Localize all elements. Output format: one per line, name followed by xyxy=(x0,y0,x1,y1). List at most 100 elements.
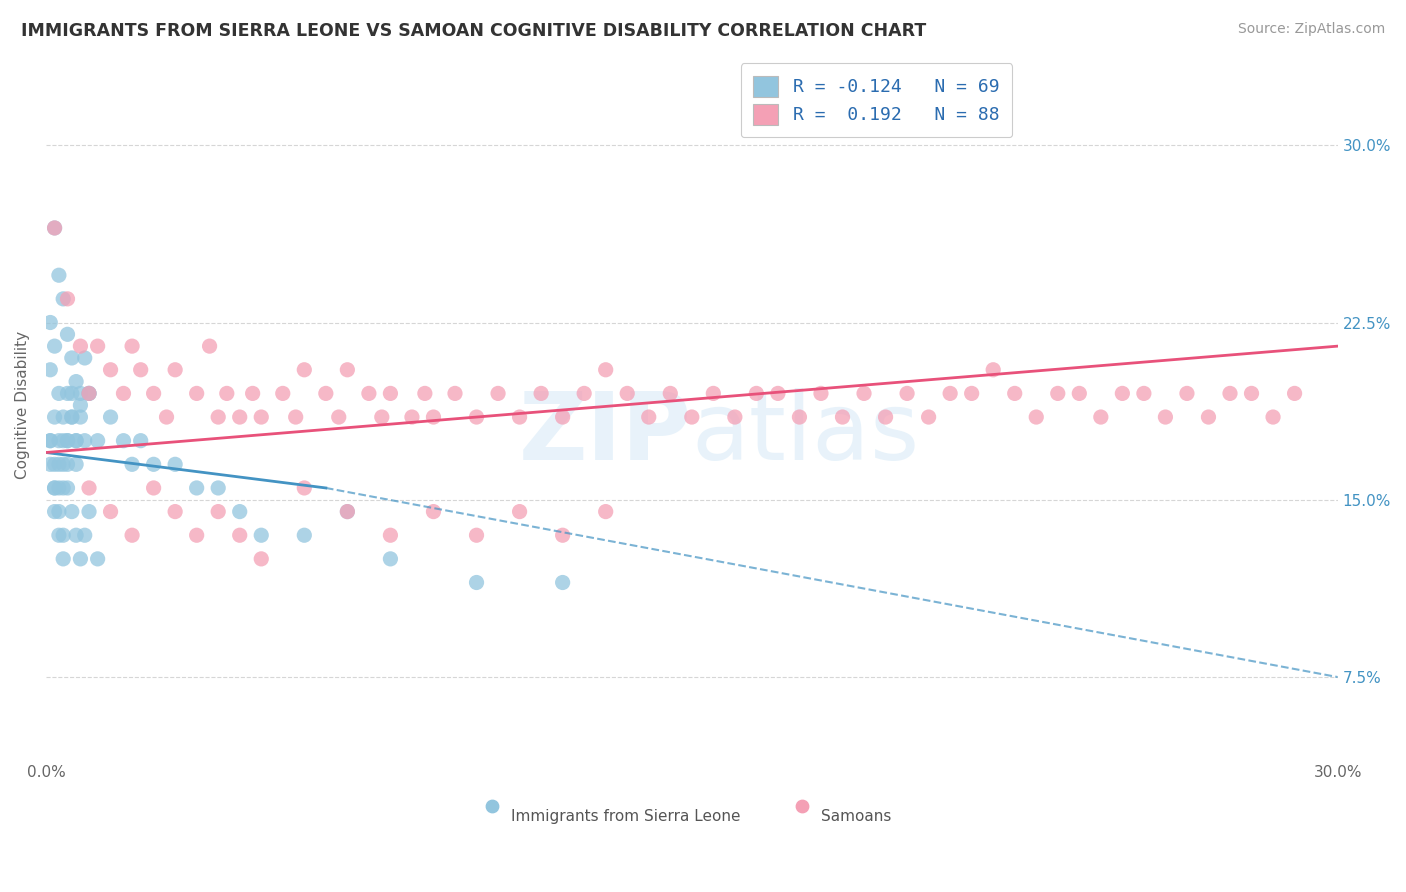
Point xyxy=(422,410,444,425)
Point xyxy=(207,481,229,495)
Point xyxy=(73,434,96,448)
Point xyxy=(551,575,574,590)
Point xyxy=(465,410,488,425)
Point xyxy=(44,481,66,495)
Point xyxy=(357,386,380,401)
Point xyxy=(336,505,359,519)
Point xyxy=(39,363,62,377)
Point xyxy=(1004,386,1026,401)
Point xyxy=(73,528,96,542)
Point xyxy=(56,458,79,472)
Point xyxy=(1240,386,1263,401)
Point xyxy=(142,386,165,401)
Point xyxy=(52,528,75,542)
Point xyxy=(77,505,100,519)
Point xyxy=(939,386,962,401)
Text: IMMIGRANTS FROM SIERRA LEONE VS SAMOAN COGNITIVE DISABILITY CORRELATION CHART: IMMIGRANTS FROM SIERRA LEONE VS SAMOAN C… xyxy=(21,22,927,40)
Point xyxy=(100,410,122,425)
Point xyxy=(48,386,70,401)
Point xyxy=(56,292,79,306)
Point xyxy=(60,351,83,365)
Point xyxy=(250,552,273,566)
Point xyxy=(228,528,250,542)
Point xyxy=(44,410,66,425)
Point xyxy=(69,552,91,566)
Point xyxy=(56,434,79,448)
Point xyxy=(465,575,488,590)
Point xyxy=(292,528,315,542)
Point xyxy=(52,458,75,472)
Point xyxy=(77,386,100,401)
Point xyxy=(44,221,66,235)
Point xyxy=(165,458,187,472)
Point xyxy=(207,505,229,519)
Point xyxy=(186,481,208,495)
Point xyxy=(65,434,87,448)
Point xyxy=(875,410,897,425)
Point xyxy=(292,481,315,495)
Point xyxy=(413,386,436,401)
Point xyxy=(56,327,79,342)
Text: Source: ZipAtlas.com: Source: ZipAtlas.com xyxy=(1237,22,1385,37)
Point xyxy=(336,363,359,377)
Point xyxy=(681,410,703,425)
Point xyxy=(1025,410,1047,425)
Point xyxy=(766,386,789,401)
Point xyxy=(616,386,638,401)
Point xyxy=(165,363,187,377)
Point xyxy=(73,351,96,365)
Point xyxy=(48,268,70,283)
Point xyxy=(328,410,350,425)
Point xyxy=(1111,386,1133,401)
Point xyxy=(100,363,122,377)
Point xyxy=(250,410,273,425)
Point xyxy=(69,386,91,401)
Point xyxy=(810,386,832,401)
Point xyxy=(112,434,135,448)
Point xyxy=(595,363,617,377)
Point xyxy=(48,481,70,495)
Point xyxy=(44,505,66,519)
Point xyxy=(69,339,91,353)
Point xyxy=(48,505,70,519)
Point xyxy=(77,481,100,495)
Point xyxy=(56,434,79,448)
Point xyxy=(250,528,273,542)
Point xyxy=(60,386,83,401)
Point xyxy=(551,528,574,542)
Point xyxy=(129,434,152,448)
Point xyxy=(1154,410,1177,425)
Point xyxy=(44,481,66,495)
Point xyxy=(831,410,853,425)
Point xyxy=(702,386,724,401)
Point xyxy=(509,505,531,519)
Text: Samoans: Samoans xyxy=(821,809,891,824)
Point xyxy=(60,410,83,425)
Point xyxy=(917,410,939,425)
Point xyxy=(56,481,79,495)
Point xyxy=(186,386,208,401)
Point xyxy=(56,386,79,401)
Point xyxy=(69,398,91,412)
Point xyxy=(52,552,75,566)
Point xyxy=(1175,386,1198,401)
Y-axis label: Cognitive Disability: Cognitive Disability xyxy=(15,331,30,479)
Point xyxy=(69,410,91,425)
Point xyxy=(595,505,617,519)
Point xyxy=(52,410,75,425)
Point xyxy=(215,386,238,401)
Point xyxy=(1284,386,1306,401)
Point xyxy=(48,434,70,448)
Point xyxy=(142,458,165,472)
Point xyxy=(121,339,143,353)
Text: Immigrants from Sierra Leone: Immigrants from Sierra Leone xyxy=(510,809,741,824)
Point xyxy=(44,339,66,353)
Point xyxy=(745,386,768,401)
Point xyxy=(1261,410,1284,425)
Point xyxy=(509,410,531,425)
Point xyxy=(1069,386,1091,401)
Point xyxy=(659,386,682,401)
Point xyxy=(637,410,659,425)
Point xyxy=(65,458,87,472)
Point xyxy=(853,386,876,401)
